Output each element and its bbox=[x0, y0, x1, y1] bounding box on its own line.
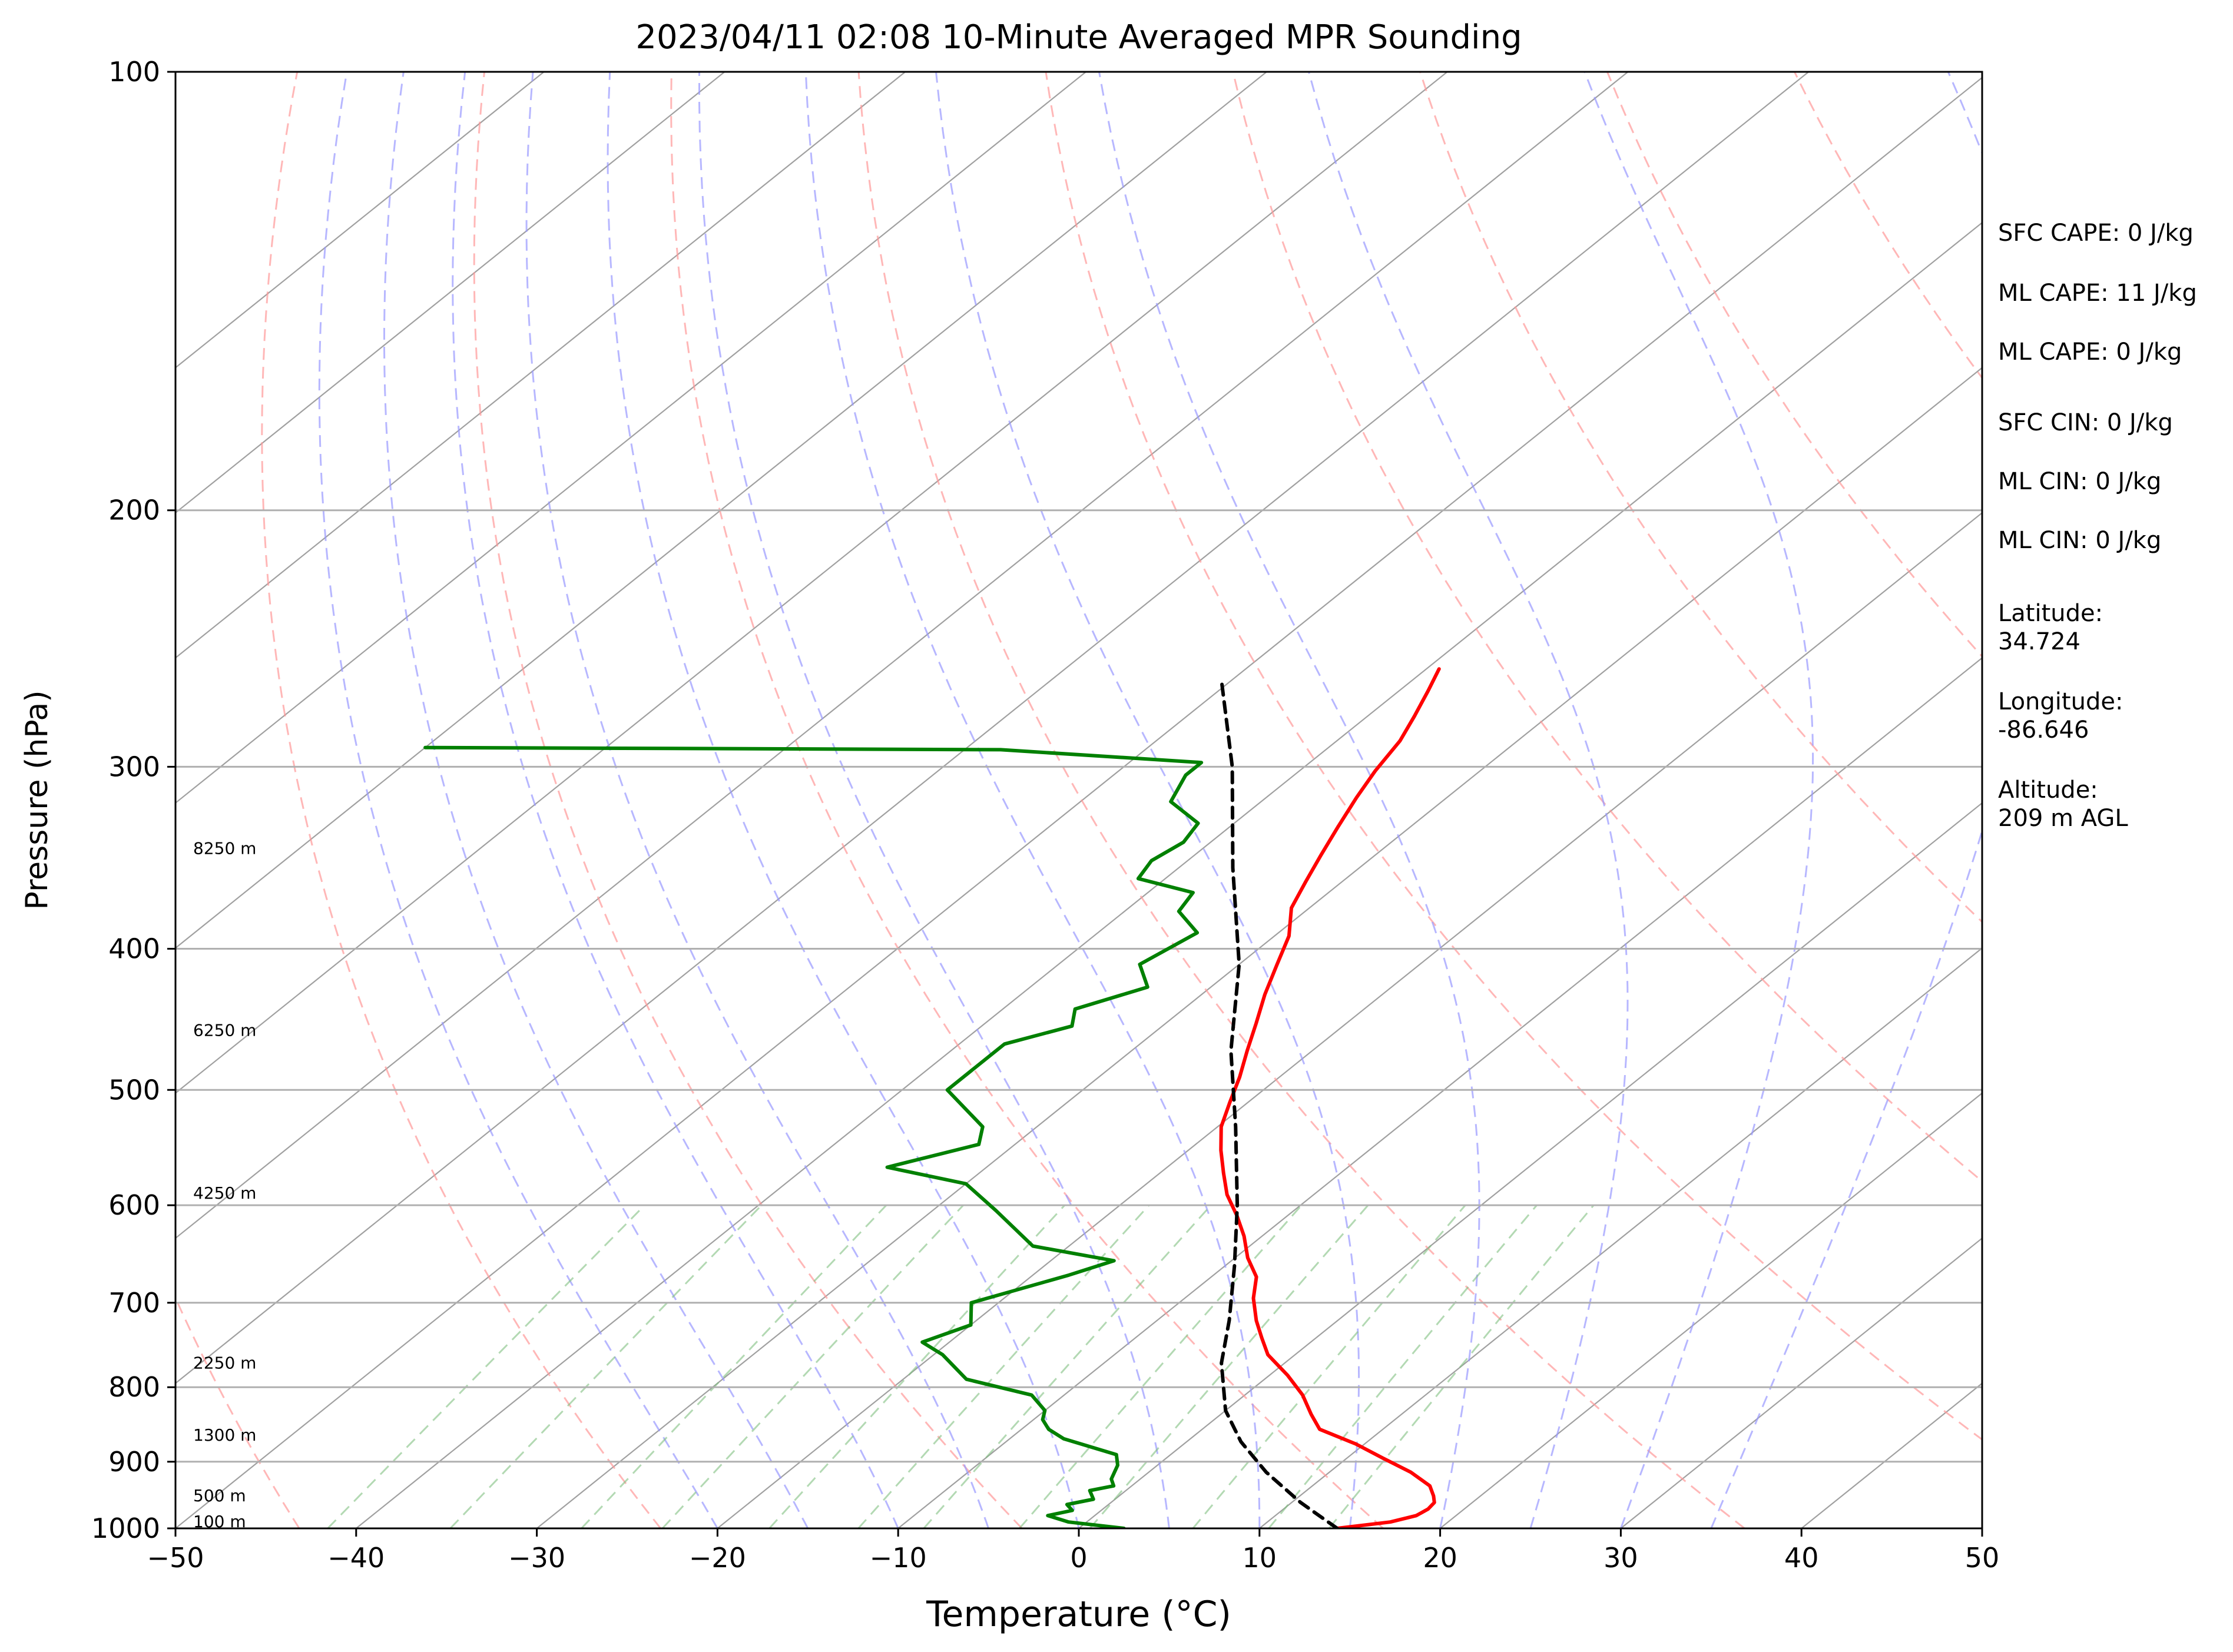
y-tick-label: 900 bbox=[108, 1446, 160, 1478]
x-tick-label: −30 bbox=[508, 1542, 565, 1574]
x-tick-label: 20 bbox=[1423, 1542, 1457, 1574]
moist-adiabat-line bbox=[525, 72, 990, 1528]
plot-frame bbox=[174, 71, 1983, 1530]
altitude-text: Altitude: 209 m AGL bbox=[1998, 777, 2128, 832]
dry-adiabat-line bbox=[1045, 72, 1982, 1441]
mixing-ratio-line bbox=[857, 1205, 1150, 1528]
mixing-ratio-line bbox=[923, 1205, 1212, 1528]
isotherm-line bbox=[1078, 802, 1982, 1528]
x-tick-label: 40 bbox=[1784, 1542, 1819, 1574]
mixing-ratio-line bbox=[1268, 1205, 1538, 1528]
height-label: 8250 m bbox=[193, 839, 256, 858]
isotherm-line bbox=[175, 72, 1448, 1094]
dewpoint-line bbox=[423, 745, 1204, 1528]
isotherm-line bbox=[175, 72, 1629, 1239]
isotherm-line bbox=[175, 72, 1086, 804]
mixing-ratio-line bbox=[581, 1205, 887, 1528]
dry-adiabat-line bbox=[473, 72, 1023, 1528]
height-label: 4250 m bbox=[193, 1183, 256, 1203]
mixing-ratio-line bbox=[449, 1205, 763, 1528]
height-label: 6250 m bbox=[193, 1021, 256, 1040]
ml-cape-text-2: ML CAPE: 0 J/kg bbox=[1998, 339, 2182, 366]
isotherm-line bbox=[175, 72, 1810, 1384]
isotherm-line bbox=[717, 512, 1982, 1528]
moist-adiabat-line bbox=[804, 72, 1261, 1528]
isotherm-line bbox=[175, 72, 725, 514]
mixing-ratio-line bbox=[1089, 1205, 1369, 1528]
mixing-ratio-line bbox=[1328, 1205, 1595, 1528]
dry-adiabat-line bbox=[857, 72, 1745, 1528]
dry-adiabat-line bbox=[670, 72, 1384, 1528]
x-axis-label: Temperature (°C) bbox=[926, 1594, 1231, 1635]
moist-adiabat-line bbox=[935, 72, 1360, 1528]
longitude-text: Longitude: -86.646 bbox=[1998, 688, 2123, 744]
y-tick-label: 400 bbox=[108, 933, 160, 964]
moist-adiabat-line bbox=[1098, 72, 1480, 1528]
x-tick-label: −40 bbox=[327, 1542, 385, 1574]
mixing-ratio-line bbox=[327, 1205, 645, 1528]
series-lines bbox=[423, 667, 1441, 1528]
isotherm-line bbox=[1439, 1092, 1982, 1528]
isotherm-line bbox=[897, 657, 1982, 1528]
dry-adiabat-line bbox=[1606, 72, 1982, 658]
ml-cin-text-2: ML CIN: 0 J/kg bbox=[1998, 527, 2162, 554]
y-tick-label: 600 bbox=[108, 1189, 160, 1221]
dry-adiabat-line bbox=[175, 1295, 300, 1528]
x-axis-ticks: −50 −40 −30 −20 −10 0 10 20 30 40 50 bbox=[147, 1528, 1999, 1574]
isotherm-line bbox=[1259, 947, 1982, 1528]
sfc-cape-text: SFC CAPE: 0 J/kg bbox=[1998, 220, 2194, 247]
isotherm-line bbox=[175, 72, 1267, 949]
pressure-gridlines bbox=[175, 72, 1982, 1528]
x-tick-label: 30 bbox=[1603, 1542, 1638, 1574]
y-tick-label: 1000 bbox=[91, 1512, 160, 1544]
moist-adiabat-line bbox=[1583, 72, 1814, 1528]
moist-adiabat-line bbox=[607, 72, 1080, 1528]
dry-adiabat-line bbox=[1793, 72, 1982, 380]
parcel-line bbox=[1220, 679, 1339, 1528]
x-tick-label: −50 bbox=[147, 1542, 204, 1574]
moist-adiabat-line bbox=[1308, 72, 1629, 1528]
moist-adiabat-line bbox=[1710, 72, 1982, 1528]
y-tick-label: 100 bbox=[108, 56, 160, 88]
isotherm-line bbox=[175, 72, 545, 369]
y-tick-label: 200 bbox=[108, 495, 160, 526]
moist-adiabat-line bbox=[698, 72, 1170, 1528]
ml-cape-text: ML CAPE: 11 J/kg bbox=[1998, 280, 2197, 307]
dry-adiabat-line bbox=[1419, 72, 1982, 924]
x-tick-label: −20 bbox=[689, 1542, 746, 1574]
moist-adiabat-line bbox=[383, 72, 809, 1528]
x-tick-label: −10 bbox=[870, 1542, 927, 1574]
chart-title: 2023/04/11 02:08 10-Minute Averaged MPR … bbox=[635, 18, 1522, 57]
dry-adiabat-line bbox=[1232, 72, 1982, 1183]
height-label: 1300 m bbox=[193, 1425, 256, 1445]
ml-cin-text: ML CIN: 0 J/kg bbox=[1998, 468, 2162, 495]
y-tick-label: 700 bbox=[108, 1287, 160, 1319]
y-axis-label: Pressure (hPa) bbox=[19, 691, 55, 910]
height-label: 2250 m bbox=[193, 1353, 256, 1372]
y-tick-label: 800 bbox=[108, 1371, 160, 1403]
dry-adiabat-line bbox=[261, 72, 661, 1528]
y-axis-ticks: 1000 900 800 700 600 500 400 300 200 100 bbox=[91, 56, 175, 1544]
mixing-ratio-line bbox=[1019, 1205, 1303, 1528]
background-lines bbox=[175, 72, 1982, 1528]
y-tick-label: 300 bbox=[108, 751, 160, 782]
isotherm-line bbox=[536, 367, 1982, 1528]
isotherm-line bbox=[1620, 1237, 1982, 1528]
isotherm-line bbox=[356, 221, 1982, 1528]
x-tick-label: 0 bbox=[1070, 1542, 1087, 1574]
x-tick-label: 50 bbox=[1965, 1542, 2000, 1574]
x-tick-label: 10 bbox=[1243, 1542, 1277, 1574]
mixing-ratio-line bbox=[1192, 1205, 1466, 1528]
y-tick-label: 500 bbox=[108, 1074, 160, 1106]
moist-adiabat-line bbox=[318, 72, 718, 1528]
sfc-cin-text: SFC CIN: 0 J/kg bbox=[1998, 409, 2173, 436]
mixing-ratio-line bbox=[661, 1205, 964, 1528]
latitude-text: Latitude: 34.724 bbox=[1998, 600, 2103, 655]
isotherm-line bbox=[175, 72, 906, 659]
moist-adiabat-line bbox=[452, 72, 899, 1528]
mixing-ratio-line bbox=[768, 1205, 1066, 1528]
height-label: 500 m bbox=[193, 1486, 246, 1505]
